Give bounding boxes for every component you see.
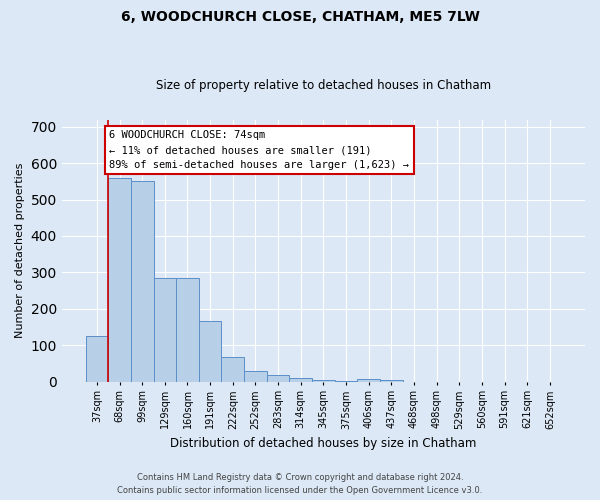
Bar: [244, 370, 267, 382]
Bar: [358, 378, 380, 382]
Text: 6 WOODCHURCH CLOSE: 74sqm
← 11% of detached houses are smaller (191)
89% of semi: 6 WOODCHURCH CLOSE: 74sqm ← 11% of detac…: [109, 130, 409, 170]
Title: Size of property relative to detached houses in Chatham: Size of property relative to detached ho…: [156, 79, 491, 92]
Bar: [380, 380, 403, 382]
Bar: [131, 181, 154, 382]
Bar: [289, 378, 312, 382]
Bar: [335, 381, 358, 382]
Bar: [154, 278, 176, 382]
Bar: [199, 322, 221, 382]
Bar: [267, 375, 289, 382]
Bar: [86, 336, 108, 382]
Bar: [221, 357, 244, 382]
Y-axis label: Number of detached properties: Number of detached properties: [15, 163, 25, 338]
Bar: [176, 278, 199, 382]
Bar: [312, 380, 335, 382]
Text: 6, WOODCHURCH CLOSE, CHATHAM, ME5 7LW: 6, WOODCHURCH CLOSE, CHATHAM, ME5 7LW: [121, 10, 479, 24]
Text: Contains HM Land Registry data © Crown copyright and database right 2024.
Contai: Contains HM Land Registry data © Crown c…: [118, 474, 482, 495]
X-axis label: Distribution of detached houses by size in Chatham: Distribution of detached houses by size …: [170, 437, 476, 450]
Bar: [108, 178, 131, 382]
